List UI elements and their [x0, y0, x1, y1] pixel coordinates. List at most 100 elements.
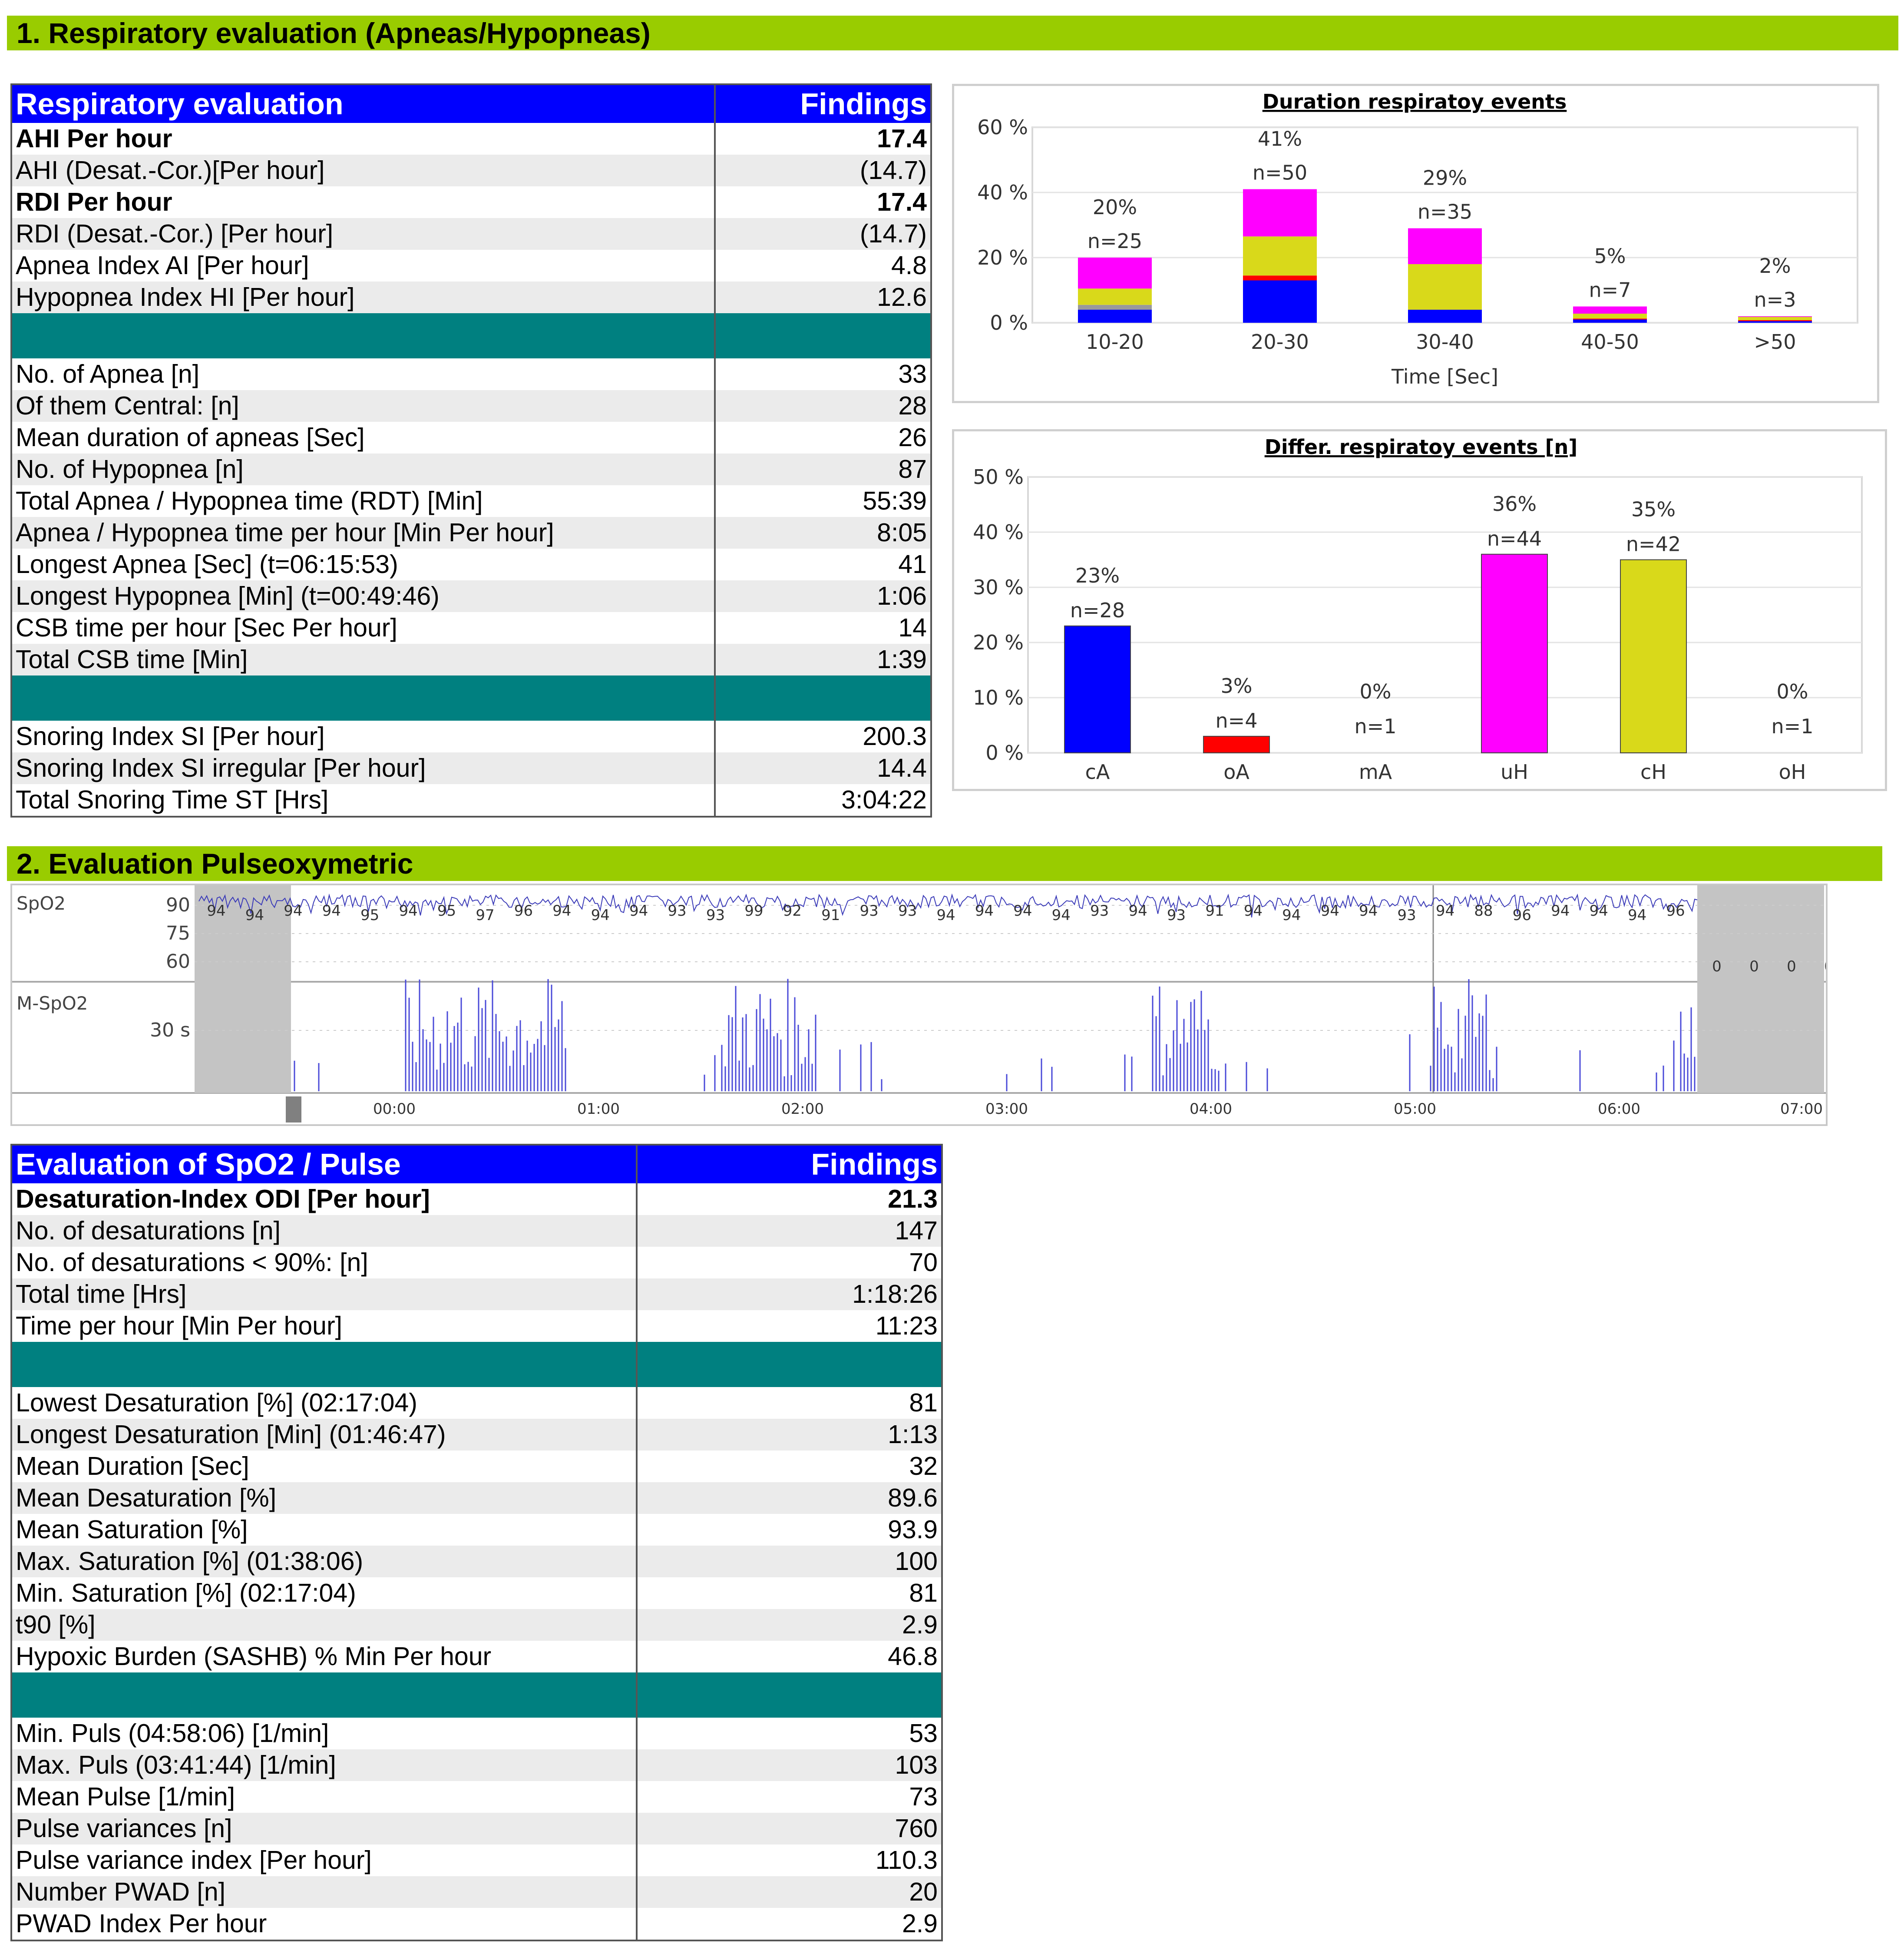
- row-label: Snoring Index SI irregular [Per hour]: [11, 752, 715, 784]
- table-row: Hypopnea Index HI [Per hour] 12.6: [11, 281, 931, 313]
- x-tick-label: uH: [1501, 760, 1528, 784]
- x-tick-label: 20-30: [1251, 330, 1309, 354]
- row-value: 89.6: [636, 1482, 942, 1514]
- row-value: 14.4: [714, 752, 931, 784]
- y-tick-label: 40 %: [977, 181, 1028, 204]
- time-axis-label: 03:00: [985, 1100, 1028, 1118]
- table-row: Mean Pulse [1/min] 73: [11, 1781, 942, 1813]
- bar-uH: [1481, 553, 1548, 753]
- oximetry-strip: SpO2 M-SpO2 90 75 60 30 s 94 94 94 94 95 94 95 97 96 94…: [10, 884, 1834, 1126]
- table-row: Min. Puls (04:58:06) [1/min] 53: [11, 1718, 942, 1749]
- spo2-value-label: 93: [1167, 907, 1186, 924]
- row-label: t90 [%]: [11, 1609, 637, 1641]
- row-label: No. of desaturations < 90%: [n]: [16, 1248, 368, 1277]
- row-label: Lowest Desaturation [%] (02:17:04): [16, 1388, 417, 1417]
- spo2-value-label: 93: [860, 902, 879, 920]
- row-value: 1:39: [714, 644, 931, 675]
- bar-count-label: n=1: [1355, 715, 1397, 738]
- table-row: Total Apnea / Hypopnea time (RDT) [Min] 5…: [11, 485, 931, 517]
- bar-count-label: n=7: [1589, 278, 1631, 302]
- bar-percent-label: 35%: [1631, 498, 1676, 521]
- spo2-value-label: 93: [1090, 902, 1109, 920]
- spo2-value-label: 95: [437, 902, 456, 920]
- bar-segment-oA: [1243, 275, 1317, 281]
- row-value: 1:13: [636, 1419, 942, 1450]
- bar-segment-uH: [1408, 228, 1482, 264]
- spo2-value-label: 94: [1590, 902, 1608, 920]
- bar-segment-mA: [1078, 305, 1152, 310]
- x-tick-label: oH: [1779, 760, 1806, 784]
- mspo2-tick-label: 30 s: [150, 1019, 190, 1041]
- bar-segment-uH: [1738, 316, 1812, 317]
- row-label: RDI (Desat.-Cor.) [Per hour]: [11, 218, 715, 250]
- row-value: 200.3: [714, 721, 931, 752]
- row-value: 147: [636, 1215, 942, 1247]
- table-row: Lowest Desaturation [%] (02:17:04) 81: [11, 1387, 942, 1419]
- spo2-value-label: 91: [1205, 902, 1224, 920]
- row-label: Of them Central: [n]: [11, 390, 715, 422]
- separator-cell: [636, 1672, 942, 1718]
- table-row: Max. Saturation [%] (01:38:06) 100: [11, 1546, 942, 1577]
- section-1-title: 1. Respiratory evaluation (Apneas/Hypopn…: [17, 17, 651, 49]
- spo2-value-label: 94: [284, 902, 302, 920]
- row-value: 32: [636, 1450, 942, 1482]
- table-row: No. of Apnea [n] 33: [11, 358, 931, 390]
- row-label: PWAD Index Per hour: [16, 1909, 267, 1938]
- row-label: Hypoxic Burden (SASHB) % Min Per hour: [16, 1642, 492, 1671]
- spo2-value-label: 94: [1128, 902, 1147, 920]
- y-tick-label: 20 %: [973, 631, 1024, 654]
- table-row: Longest Desaturation [Min] (01:46:47) 1:1…: [11, 1419, 942, 1450]
- row-value: 93.9: [636, 1514, 942, 1546]
- row-value: (14.7): [714, 218, 931, 250]
- table-row: Time per hour [Min Per hour] 11:23: [11, 1310, 942, 1342]
- bar-segment-cH: [1243, 236, 1317, 276]
- table-row: RDI Per hour 17.4: [11, 186, 931, 218]
- separator-cell: [11, 1672, 637, 1718]
- section-2-header: 2. Evaluation Pulseoxymetric: [7, 846, 1882, 881]
- table-header: Evaluation of SpO2 / Pulse Findings: [11, 1145, 942, 1183]
- row-value: 760: [636, 1813, 942, 1844]
- table-row: Longest Apnea [Sec] (t=06:15:53) 41: [11, 549, 931, 580]
- bar-cH: [1620, 559, 1687, 753]
- row-label: Pulse variance index [Per hour]: [16, 1846, 372, 1874]
- time-axis-label: 06:00: [1598, 1100, 1640, 1118]
- spo2-pulse-evaluation-table: Evaluation of SpO2 / Pulse Findings Desa…: [10, 1144, 943, 1941]
- spo2-tick-label: 60: [166, 950, 190, 973]
- bar-percent-label: 5%: [1594, 245, 1626, 268]
- row-label: Desaturation-Index ODI [Per hour]: [16, 1185, 430, 1213]
- row-value: 33: [714, 358, 931, 390]
- row-label: Mean Saturation [%]: [16, 1515, 248, 1544]
- table-row: Min. Saturation [%] (02:17:04) 81: [11, 1577, 942, 1609]
- separator-cell: [636, 1342, 942, 1387]
- time-axis-label: 05:00: [1394, 1100, 1436, 1118]
- table-row: Mean duration of apneas [Sec] 26: [11, 422, 931, 454]
- time-axis-label: 01:00: [577, 1100, 620, 1118]
- separator-cell: [11, 313, 715, 358]
- spo2-value-label: 94: [591, 907, 610, 924]
- table-row: Pulse variances [n] 760: [11, 1813, 942, 1844]
- bar-segment-cH: [1078, 288, 1152, 305]
- row-label: CSB time per hour [Sec Per hour]: [16, 613, 397, 642]
- row-value: 73: [636, 1781, 942, 1813]
- plot-frame: [1027, 476, 1863, 754]
- separator-cell: [714, 313, 931, 358]
- section-2-title: 2. Evaluation Pulseoxymetric: [17, 848, 413, 880]
- x-tick-label: mA: [1359, 760, 1392, 784]
- table-row: Mean Duration [Sec] 32: [11, 1450, 942, 1482]
- table-row: Total time [Hrs] 1:18:26: [11, 1278, 942, 1310]
- bar-segment-cA: [1408, 310, 1482, 323]
- spo2-value-label: 94: [1359, 902, 1378, 920]
- bar-percent-label: 0%: [1360, 680, 1392, 703]
- header-label: Evaluation of SpO2 / Pulse: [11, 1145, 637, 1183]
- bar-segment-cA: [1738, 321, 1812, 323]
- row-label: Longest Hypopnea [Min] (t=00:49:46): [11, 580, 715, 612]
- row-value: 53: [636, 1718, 942, 1749]
- bar-segment-uH: [1243, 189, 1317, 237]
- bar-count-label: n=35: [1418, 200, 1472, 224]
- row-value: 81: [636, 1387, 942, 1419]
- spo2-value-label: 96: [1666, 902, 1685, 920]
- header-findings: Findings: [636, 1145, 942, 1183]
- row-value: 3:04:22: [714, 784, 931, 817]
- table-row: Total Snoring Time ST [Hrs] 3:04:22: [11, 784, 931, 817]
- spo2-value-label: 95: [360, 907, 379, 924]
